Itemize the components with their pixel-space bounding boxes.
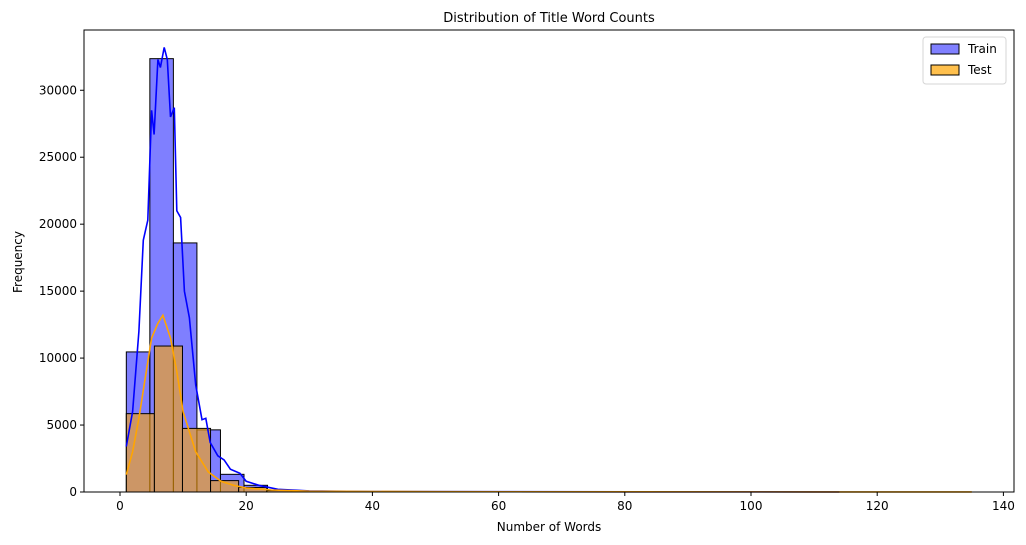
x-tick-label: 120 (866, 499, 889, 513)
test-bar (181, 427, 212, 493)
test-kde-line (125, 313, 972, 493)
y-tick-label: 5000 (46, 418, 77, 432)
legend-swatch-train (930, 43, 960, 55)
y-tick-label: 15000 (39, 284, 77, 298)
x-tick-label: 140 (992, 499, 1015, 513)
x-tick-label: 60 (491, 499, 506, 513)
legend-label-test: Test (967, 63, 992, 77)
x-axis-ticks: 0 20 40 60 80 100 120 140 (116, 492, 1015, 513)
x-tick-label: 40 (365, 499, 380, 513)
axes-frame (83, 29, 1015, 493)
x-tick-label: 20 (239, 499, 254, 513)
y-axis-ticks: 0 5000 10000 15000 20000 25000 30000 (39, 83, 84, 499)
test-histogram-bars (125, 345, 969, 493)
x-tick-label: 80 (617, 499, 632, 513)
y-tick-label: 10000 (39, 351, 77, 365)
chart-title: Distribution of Title Word Counts (443, 11, 655, 26)
legend-swatch-test (930, 64, 960, 76)
y-tick-label: 20000 (39, 217, 77, 231)
train-histogram-bars (125, 58, 974, 493)
test-bar (153, 345, 183, 493)
legend: Train Test (922, 36, 1007, 85)
y-tick-label: 25000 (39, 150, 77, 164)
y-axis-label: Frequency (11, 231, 25, 293)
y-tick-label: 0 (69, 485, 77, 499)
x-tick-label: 0 (116, 499, 124, 513)
kde-curves (125, 47, 972, 493)
x-axis-label: Number of Words (497, 520, 602, 534)
train-kde-line (125, 47, 840, 493)
y-tick-label: 30000 (39, 83, 77, 97)
legend-label-train: Train (967, 42, 997, 56)
x-tick-label: 100 (740, 499, 763, 513)
